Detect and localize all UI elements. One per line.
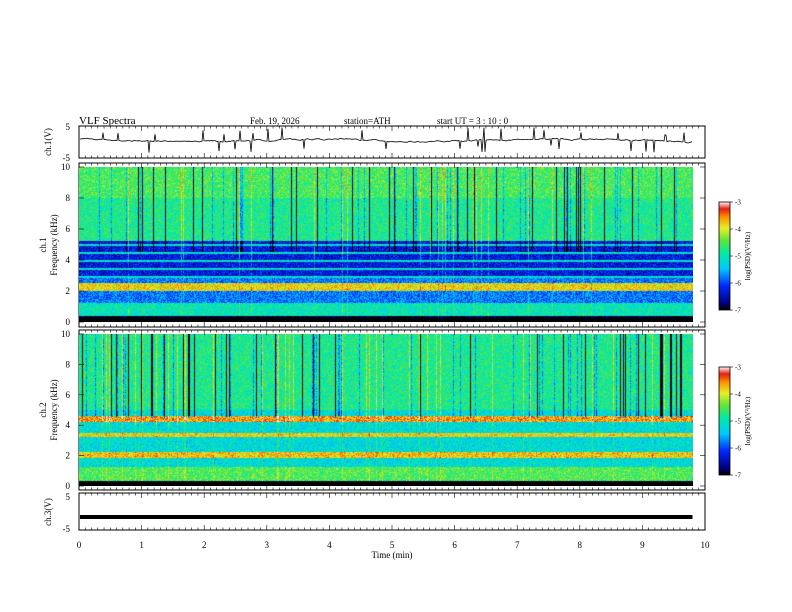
x-tick-label: 5: [390, 540, 395, 550]
y-tick-label: 10: [61, 329, 71, 339]
ch1-spectrogram-ylabel: Frequency (kHz): [49, 214, 59, 275]
colorbar-tick-label: -3: [735, 199, 741, 207]
start-ut-label: start UT = 3 : 10 : 0: [437, 116, 509, 126]
ch1-spectrogram-panel: 0 2 4 6 8 10 ch.1 Frequency (kHz): [38, 162, 706, 328]
x-axis-label: Time (min): [372, 550, 413, 560]
ch1-spectrogram-image: [79, 167, 693, 322]
x-tick-label: 10: [701, 540, 711, 550]
ch3-voltage-ytick-bottom: -5: [63, 524, 71, 534]
y-tick-label: 10: [61, 162, 71, 172]
x-tick-label: 3: [265, 540, 270, 550]
y-tick-label: 6: [66, 390, 71, 400]
ch1-voltage-ytick-top: 5: [66, 122, 71, 132]
y-tick-label: 8: [66, 359, 71, 369]
ch1-voltage-trace: [79, 127, 693, 153]
colorbar-tick-label: -5: [735, 418, 741, 426]
colorbar-tick-label: -4: [735, 226, 741, 234]
colorbar-ch2-label: log(PSD)(V²/Hz): [744, 396, 752, 445]
x-tick-label: 9: [640, 540, 645, 550]
colorbar-tick-label: -6: [735, 280, 741, 288]
colorbar-ch1: -3 -4 -5 -6 -7 log(PSD)(V²/Hz): [718, 199, 752, 315]
colorbar-tick-label: -3: [735, 364, 741, 372]
x-tick-label: 8: [578, 540, 583, 550]
colorbar-tick-label: -7: [735, 472, 741, 480]
y-tick-label: 0: [66, 481, 71, 491]
colorbar-tick-label: -5: [735, 253, 741, 261]
colorbar-ch2: -3 -4 -5 -6 -7 log(PSD)(V²/Hz): [718, 364, 752, 480]
ch1-spectrogram-ylabel-channel: ch.1: [38, 237, 48, 252]
y-tick-label: 4: [66, 420, 71, 430]
ch2-spectrogram-ylabel-channel: ch.2: [38, 402, 48, 417]
y-tick-label: 4: [66, 255, 71, 265]
ch1-voltage-ylabel: ch.1(V): [43, 128, 53, 156]
ch2-spectrogram-image: [79, 334, 693, 486]
ch2-spectrogram-panel: 0 2 4 6 8 10 ch.2 Frequency (kHz): [38, 329, 706, 491]
x-tick-label: 6: [452, 540, 457, 550]
colorbar-tick-label: -7: [735, 307, 741, 315]
ch3-voltage-panel: 5 -5 ch.3(V): [43, 492, 706, 534]
x-tick-label: 7: [515, 540, 520, 550]
y-tick-label: 6: [66, 224, 71, 234]
ch3-voltage-ylabel: ch.3(V): [43, 498, 53, 526]
colorbar-ch1-label: log(PSD)(V²/Hz): [744, 231, 752, 280]
x-tick-label: 4: [327, 540, 332, 550]
station-label: station=ATH: [344, 116, 391, 126]
ch1-voltage-ytick-bottom: -5: [63, 153, 71, 163]
colorbar-tick-label: -6: [735, 445, 741, 453]
x-tick-label: 0: [77, 540, 82, 550]
x-tick-label: 2: [202, 540, 207, 550]
figure-title: VLF Spectra: [79, 115, 136, 127]
ch3-voltage-frame: [78, 492, 706, 531]
ch1-voltage-panel: 5 -5 ch.1(V): [43, 122, 706, 163]
y-tick-label: 2: [66, 286, 71, 296]
ch2-spectrogram-ylabel: Frequency (kHz): [49, 379, 59, 440]
colorbar-tick-label: -4: [735, 391, 741, 399]
ch3-voltage-ytick-top: 5: [66, 492, 71, 502]
x-tick-label: 1: [139, 540, 144, 550]
y-tick-label: 0: [66, 317, 71, 327]
colorbar-ch2-gradient: [719, 367, 730, 475]
y-tick-label: 8: [66, 193, 71, 203]
y-tick-label: 2: [66, 451, 71, 461]
date-label: Feb. 19, 2026: [250, 116, 300, 126]
colorbar-ch1-gradient: [719, 202, 730, 310]
